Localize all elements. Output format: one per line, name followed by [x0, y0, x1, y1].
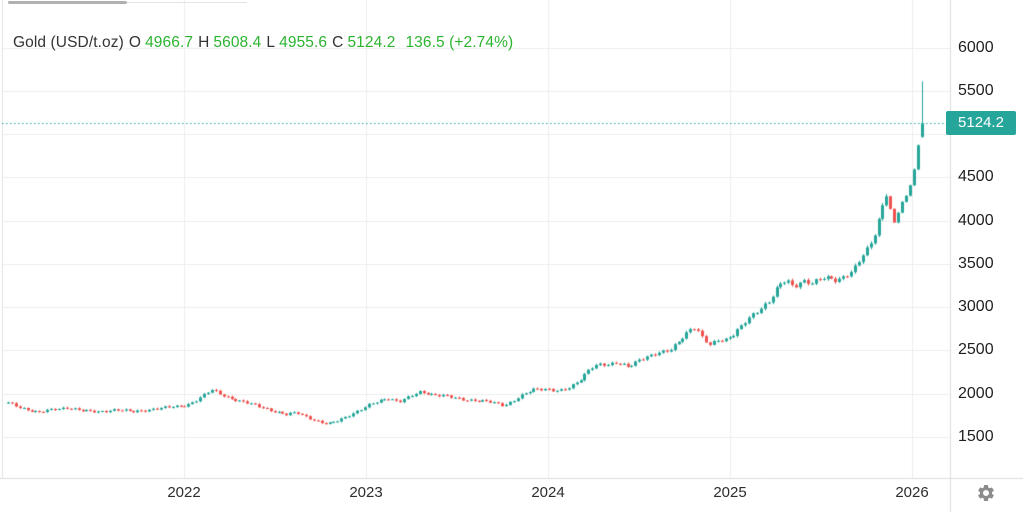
settings-gear-icon: [978, 484, 994, 501]
time-axis-label: 2023: [349, 484, 383, 501]
chart-scroll-handle[interactable]: [8, 1, 127, 4]
low-value: 4955.6: [279, 34, 328, 51]
price-axis-label: 3000: [958, 298, 994, 315]
time-axis-label: 2026: [895, 484, 929, 501]
price-axis-label: 3500: [958, 254, 994, 272]
high-label: H: [198, 34, 210, 51]
price-axis-label: 6000: [958, 38, 994, 56]
symbol-title: Gold (USD/t.oz): [13, 34, 124, 51]
current-price-badge: 5124.2: [946, 111, 1016, 136]
low-label: L: [266, 34, 276, 51]
time-axis-label: 2022: [167, 484, 201, 501]
settings-button[interactable]: [976, 483, 996, 503]
close-label: C: [332, 34, 344, 51]
price-axis-label: 4500: [958, 168, 994, 186]
price-axis-label: 4000: [958, 211, 994, 229]
close-value: 5124.2: [347, 34, 396, 51]
price-axis-label: 2500: [958, 341, 994, 359]
price-axis-label: 1500: [958, 427, 994, 445]
time-axis-label: 2025: [713, 484, 747, 501]
open-label: O: [128, 34, 142, 51]
high-value: 5608.4: [213, 34, 262, 51]
chart-scroll-track: [8, 2, 247, 3]
time-axis-label: 2024: [531, 484, 565, 501]
change-value: 136.5 (+2.74%): [405, 34, 514, 51]
price-axis-label: 2000: [958, 384, 994, 402]
chart-legend: Gold (USD/t.oz) O 4966.7 H 5608.4 L 4955.6 C 512…: [13, 34, 513, 52]
price-axis-label: 5500: [958, 81, 994, 99]
open-value: 4966.7: [145, 34, 194, 51]
